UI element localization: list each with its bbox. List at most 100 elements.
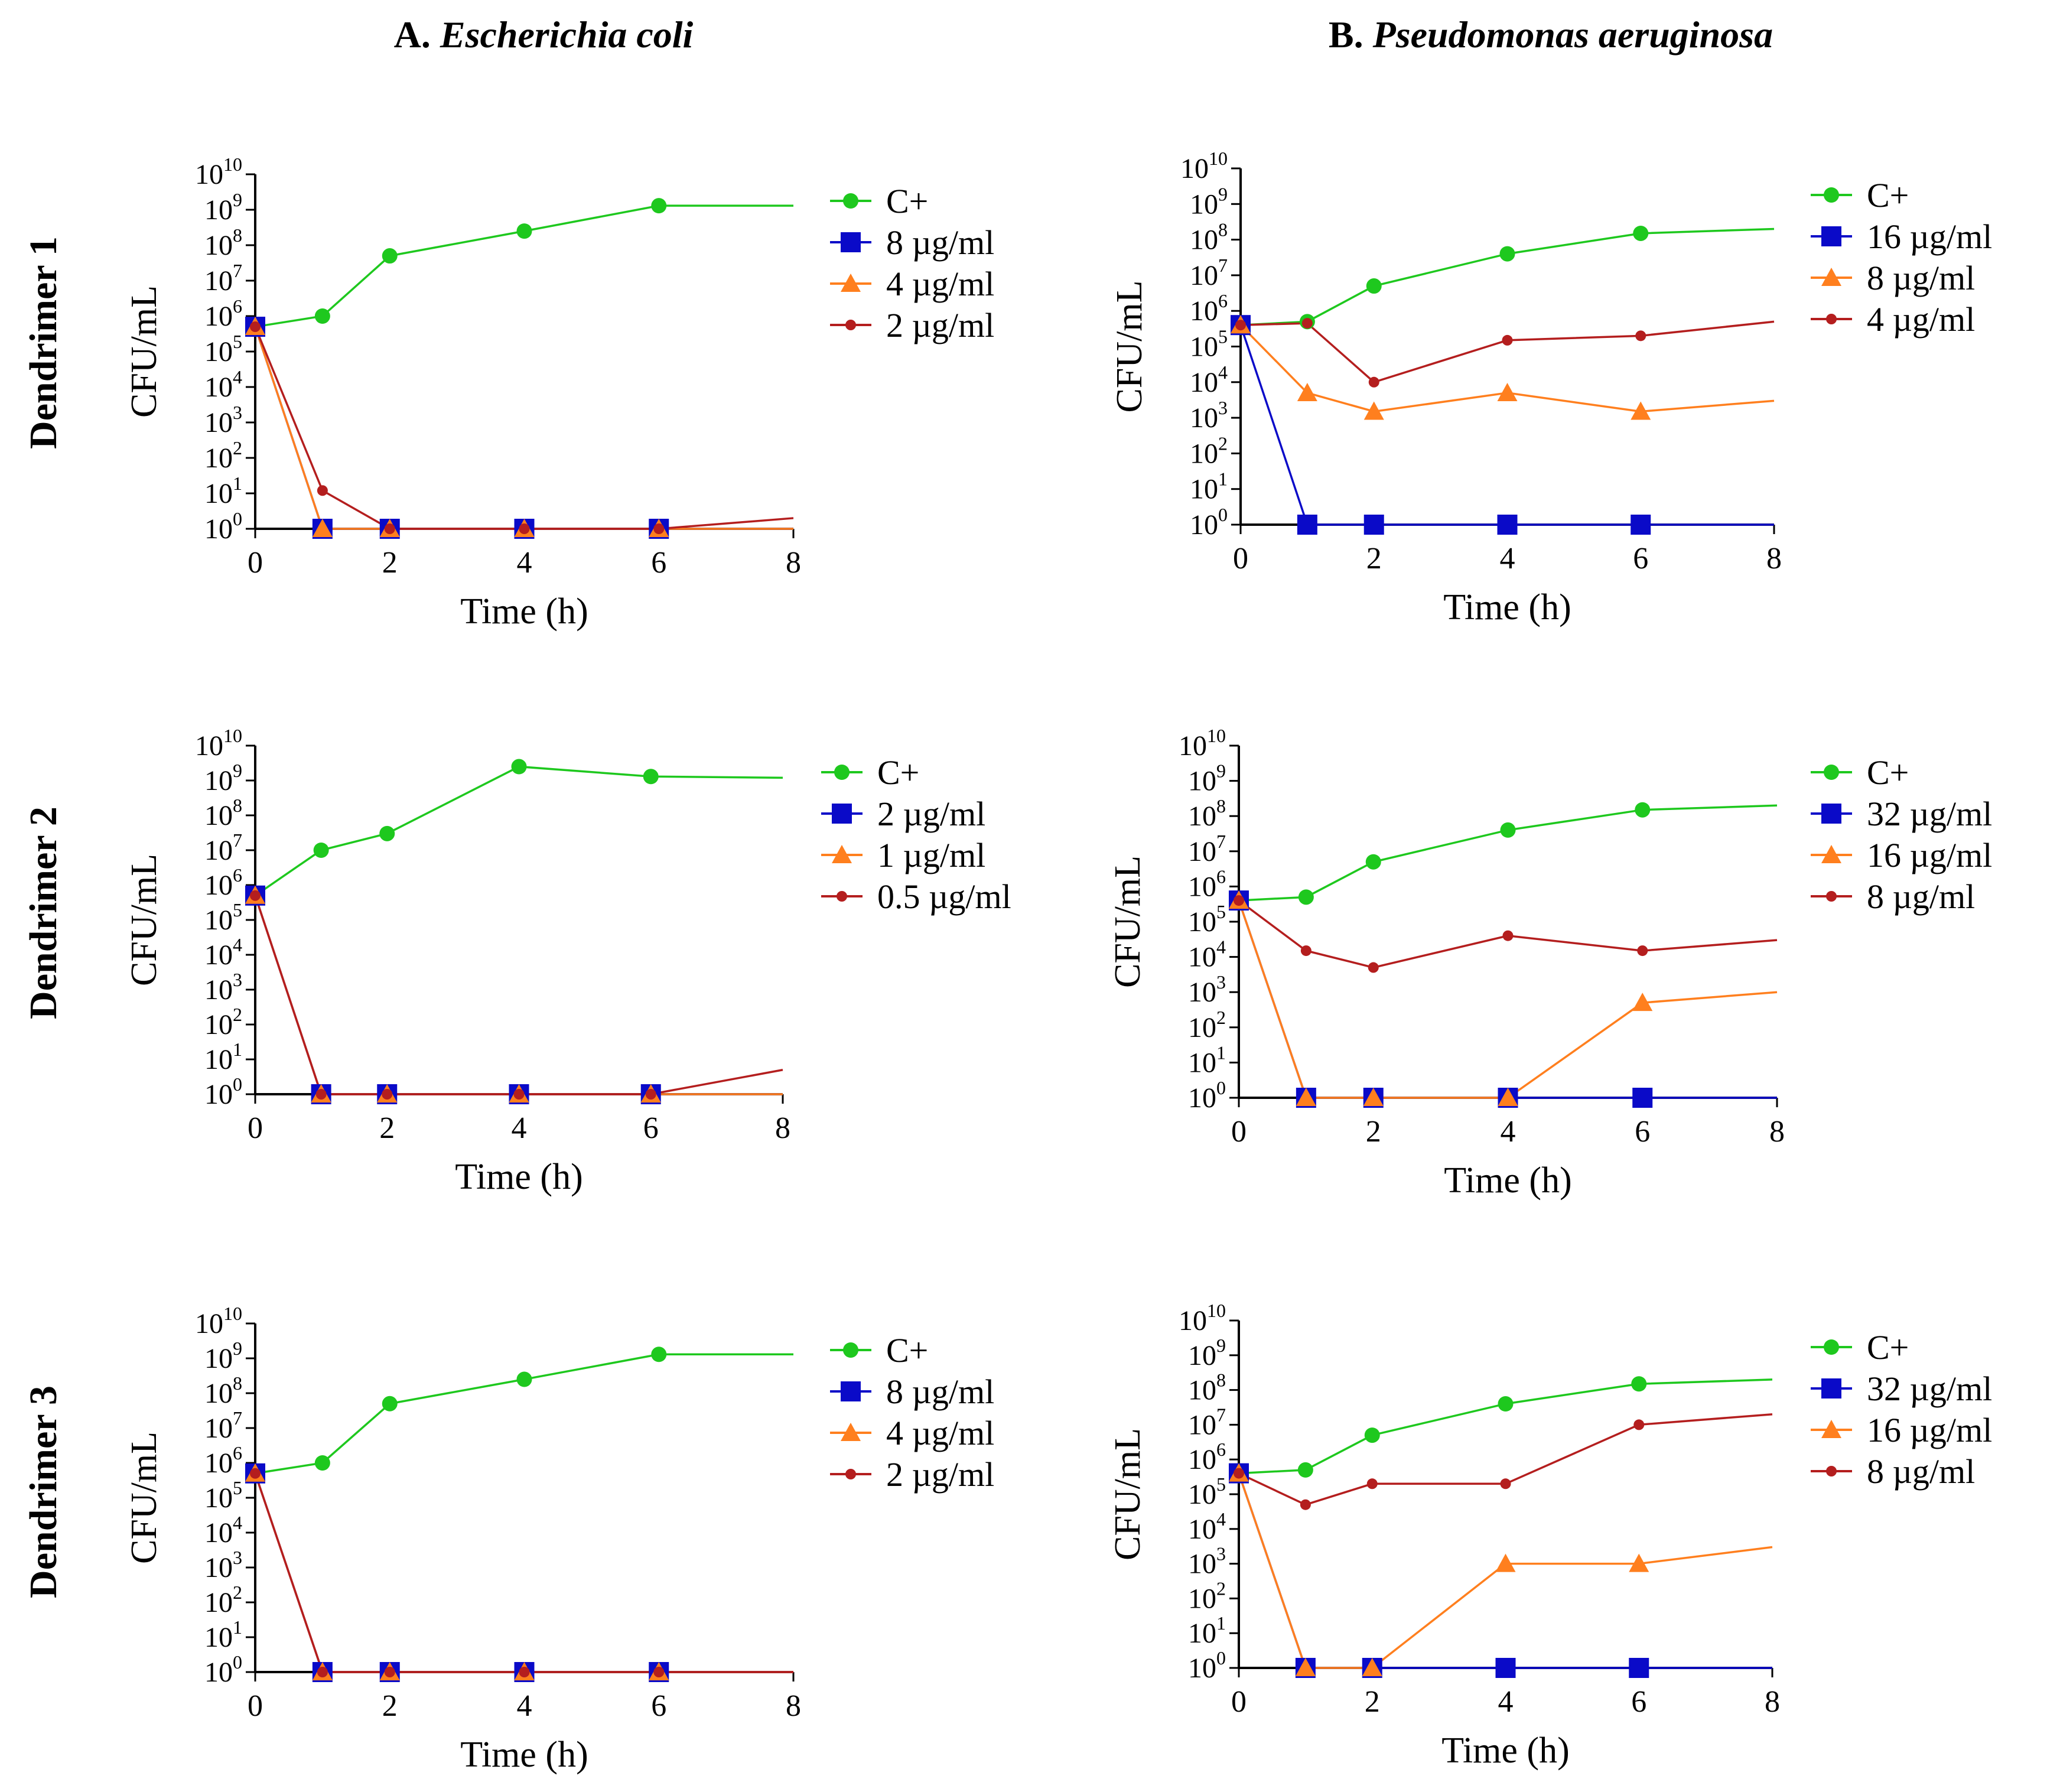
- series-line: [1238, 1473, 1773, 1669]
- y-tick-label: 102: [1188, 1007, 1226, 1043]
- data-point: [1300, 945, 1311, 957]
- y-tick-label: 100: [1188, 1647, 1226, 1684]
- data-point: [1234, 1468, 1244, 1479]
- legend-label: 32 µg/ml: [1867, 1370, 1992, 1408]
- data-point: [1297, 382, 1317, 401]
- legend-label: 2 µg/ml: [886, 1455, 994, 1494]
- series-line: [1239, 324, 1775, 413]
- x-tick-label: 4: [1498, 1685, 1514, 1719]
- data-point: [1234, 895, 1244, 906]
- data-point: [1368, 962, 1379, 973]
- data-point: [1363, 1088, 1384, 1106]
- legend-marker: [843, 193, 858, 209]
- data-point: [1500, 822, 1516, 838]
- legend-marker: [1824, 765, 1839, 780]
- series-line: [1238, 1378, 1773, 1475]
- data-point: [1368, 376, 1379, 388]
- data-point: [1366, 278, 1382, 294]
- data-point: [653, 1667, 665, 1677]
- y-tick-label: 106: [1190, 290, 1228, 327]
- x-tick-label: 6: [1633, 542, 1648, 575]
- data-point: [645, 1089, 656, 1100]
- y-tick-label: 103: [204, 969, 242, 1006]
- data-point: [1502, 334, 1513, 346]
- data-point: [1632, 1088, 1653, 1108]
- data-point: [1362, 1658, 1382, 1676]
- y-tick-label: 104: [1190, 362, 1228, 398]
- y-axis-label: CFU/mL: [1108, 1428, 1148, 1560]
- series-line: [1238, 804, 1778, 902]
- y-tick-label: 1010: [1179, 1300, 1226, 1336]
- data-point: [384, 1667, 395, 1677]
- y-tick-label: 1010: [195, 1303, 242, 1339]
- y-tick-label: 101: [204, 1039, 242, 1075]
- legend-label: 4 µg/ml: [1867, 300, 1975, 339]
- row-label-dendrimer-1: Dendrimer 1: [22, 236, 65, 449]
- legend-marker: [1826, 891, 1837, 902]
- y-tick-label: 104: [204, 366, 242, 403]
- legend-label: 2 µg/ml: [877, 795, 985, 833]
- x-tick-label: 6: [651, 546, 666, 580]
- legend-marker: [834, 765, 850, 780]
- legend-marker: [1821, 845, 1841, 863]
- x-tick-label: 6: [1631, 1685, 1646, 1719]
- x-tick-label: 4: [517, 1689, 532, 1723]
- y-tick-label: 107: [1188, 1404, 1226, 1440]
- y-tick-label: 101: [204, 473, 242, 509]
- y-tick-label: 102: [1190, 432, 1228, 469]
- y-tick-label: 106: [204, 295, 242, 332]
- legend-marker: [1821, 268, 1841, 286]
- y-tick-label: 105: [204, 1477, 242, 1514]
- data-point: [1497, 515, 1518, 535]
- y-tick-label: 108: [204, 1373, 242, 1409]
- data-point: [1629, 1553, 1649, 1572]
- data-point: [516, 1371, 532, 1387]
- data-point: [1633, 225, 1649, 241]
- series-line: [1240, 227, 1775, 326]
- y-tick-label: 107: [204, 830, 242, 866]
- data-point: [250, 890, 261, 901]
- y-tick-label: 102: [204, 1582, 242, 1618]
- data-point: [519, 1667, 530, 1677]
- y-tick-label: 108: [1190, 219, 1228, 256]
- data-point: [1300, 1499, 1311, 1510]
- legend-marker: [1824, 187, 1839, 203]
- data-point: [516, 223, 532, 239]
- legend-marker: [1821, 1420, 1841, 1438]
- series-line: [1240, 320, 1775, 383]
- y-tick-label: 100: [204, 508, 242, 545]
- y-tick-label: 106: [1188, 866, 1226, 902]
- y-tick-label: 1010: [1180, 148, 1228, 184]
- data-point: [379, 825, 395, 841]
- x-axis-label: Time (h): [1443, 587, 1571, 627]
- data-point: [1497, 382, 1518, 401]
- legend-label: C+: [886, 182, 928, 220]
- y-tick-label: 101: [204, 1617, 242, 1653]
- data-point: [314, 308, 330, 324]
- x-axis-label: Time (h): [460, 591, 588, 632]
- data-point: [1635, 330, 1646, 342]
- series-line: [254, 1473, 793, 1673]
- data-point: [1297, 515, 1317, 535]
- y-tick-label: 105: [1188, 1474, 1226, 1510]
- y-tick-label: 102: [204, 437, 242, 474]
- y-tick-label: 101: [1190, 469, 1228, 505]
- x-tick-label: 0: [1231, 1685, 1247, 1719]
- y-tick-label: 109: [1190, 183, 1228, 220]
- x-tick-label: 8: [1769, 1115, 1785, 1149]
- x-tick-label: 0: [248, 1111, 263, 1145]
- y-tick-label: 105: [1190, 326, 1228, 363]
- x-tick-label: 6: [1635, 1115, 1650, 1149]
- legend-label: 16 µg/ml: [1867, 836, 1992, 874]
- y-tick-label: 103: [1188, 1543, 1226, 1580]
- legend-marker: [1821, 1378, 1841, 1399]
- column-title-b: B. Pseudomonas aeruginosa: [1329, 14, 1773, 56]
- data-point: [1631, 1376, 1647, 1392]
- data-point: [250, 1468, 261, 1479]
- x-tick-label: 0: [1231, 1115, 1247, 1149]
- data-point: [1495, 1553, 1516, 1572]
- y-tick-label: 104: [204, 1512, 242, 1549]
- y-tick-label: 1010: [1179, 725, 1226, 762]
- legend-marker: [1824, 1339, 1839, 1355]
